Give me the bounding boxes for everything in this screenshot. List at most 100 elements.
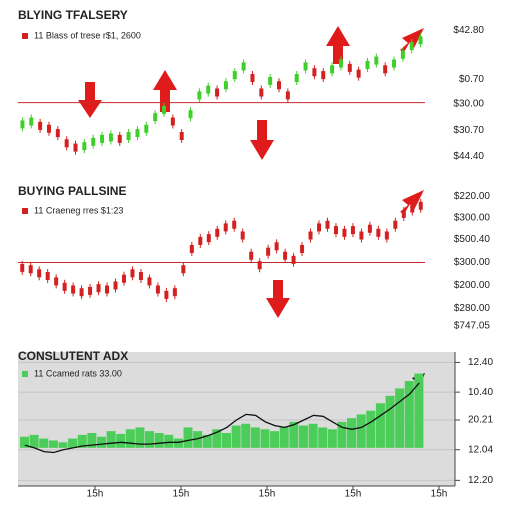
- bar: [173, 438, 183, 448]
- candle: [250, 74, 255, 82]
- candle: [249, 251, 254, 260]
- candle: [188, 110, 193, 119]
- candle: [130, 269, 135, 278]
- y-tick-label: $44.40: [453, 151, 484, 162]
- candle: [215, 88, 220, 97]
- bar: [77, 434, 87, 448]
- arrow-down: [78, 82, 102, 118]
- y-tick-label: $220.00: [454, 191, 491, 202]
- x-tick-label: 15h: [431, 489, 448, 500]
- bar: [231, 425, 241, 448]
- candle: [232, 220, 237, 229]
- y-tick-label: 20.21: [468, 415, 493, 426]
- candle: [155, 285, 160, 294]
- candle: [170, 117, 175, 126]
- bar: [193, 431, 203, 448]
- candle: [37, 269, 42, 278]
- chart-title: BUYING PALLSINE: [18, 184, 126, 198]
- bar: [318, 427, 328, 448]
- candle: [29, 117, 34, 126]
- bar: [96, 436, 106, 448]
- candle: [317, 223, 322, 232]
- candle: [100, 134, 105, 143]
- candle: [274, 242, 279, 251]
- y-tick-label: 12.40: [468, 357, 493, 368]
- y-tick-label: $300.00: [454, 213, 491, 224]
- candle: [367, 224, 372, 233]
- candle: [105, 285, 110, 294]
- y-tick-label: 12.04: [468, 444, 493, 455]
- candle: [350, 226, 355, 235]
- candle: [62, 282, 67, 291]
- y-tick-label: $200.00: [454, 280, 491, 291]
- candle: [161, 105, 166, 114]
- legend-marker: [22, 33, 28, 39]
- candle: [223, 81, 228, 90]
- candle: [91, 137, 96, 146]
- candle: [277, 81, 282, 90]
- bar: [298, 425, 308, 448]
- candle: [54, 277, 59, 286]
- candle: [266, 247, 271, 256]
- bar: [48, 440, 58, 448]
- bar: [87, 433, 97, 448]
- candle: [206, 85, 211, 94]
- bar: [260, 429, 270, 448]
- arrow-up: [326, 26, 350, 64]
- legend-label: 11 Ccamed rats 33.00: [34, 368, 122, 378]
- bar: [222, 433, 232, 448]
- bar: [29, 434, 39, 448]
- candle: [20, 120, 25, 129]
- chart-title: BLYING TFALSERY: [18, 8, 128, 22]
- candle: [259, 88, 264, 97]
- bar: [58, 442, 68, 448]
- candle: [257, 261, 262, 270]
- arrow-down: [250, 120, 274, 160]
- candle: [82, 142, 87, 151]
- y-tick-label: $747.05: [454, 321, 491, 332]
- bar: [183, 427, 193, 448]
- candle: [113, 281, 118, 290]
- bar: [375, 403, 385, 448]
- candle: [147, 277, 152, 286]
- candle: [28, 265, 33, 274]
- bar: [395, 388, 405, 448]
- bar: [337, 421, 347, 448]
- candle: [400, 50, 405, 59]
- x-tick-label: 15h: [173, 489, 190, 500]
- candle: [384, 231, 389, 240]
- candle: [333, 226, 338, 235]
- bar: [385, 395, 395, 448]
- candle: [197, 91, 202, 100]
- candle: [303, 62, 308, 71]
- bar: [250, 427, 260, 448]
- candle: [308, 231, 313, 240]
- candle: [241, 62, 246, 71]
- bar: [145, 431, 155, 448]
- bar: [106, 431, 116, 448]
- candle: [338, 59, 343, 68]
- candle: [330, 65, 335, 74]
- bar: [366, 410, 376, 448]
- candle: [179, 132, 184, 140]
- y-tick-label: $500.40: [454, 234, 491, 245]
- y-tick-label: $0.70: [459, 74, 484, 85]
- candle: [153, 113, 158, 122]
- y-tick-label: $280.00: [454, 303, 491, 314]
- bar: [135, 427, 145, 448]
- legend-marker: [22, 371, 28, 377]
- bar: [308, 423, 318, 448]
- candle: [294, 74, 299, 82]
- candle: [374, 56, 379, 65]
- candle: [71, 285, 76, 294]
- bar: [279, 427, 289, 448]
- candle: [285, 91, 290, 100]
- candle: [321, 71, 326, 80]
- candle: [38, 121, 43, 130]
- candle: [198, 236, 203, 245]
- chart-title: CONSLUTENT ADX: [18, 349, 128, 363]
- bar: [289, 421, 299, 448]
- candle: [135, 129, 140, 138]
- candle: [108, 133, 113, 142]
